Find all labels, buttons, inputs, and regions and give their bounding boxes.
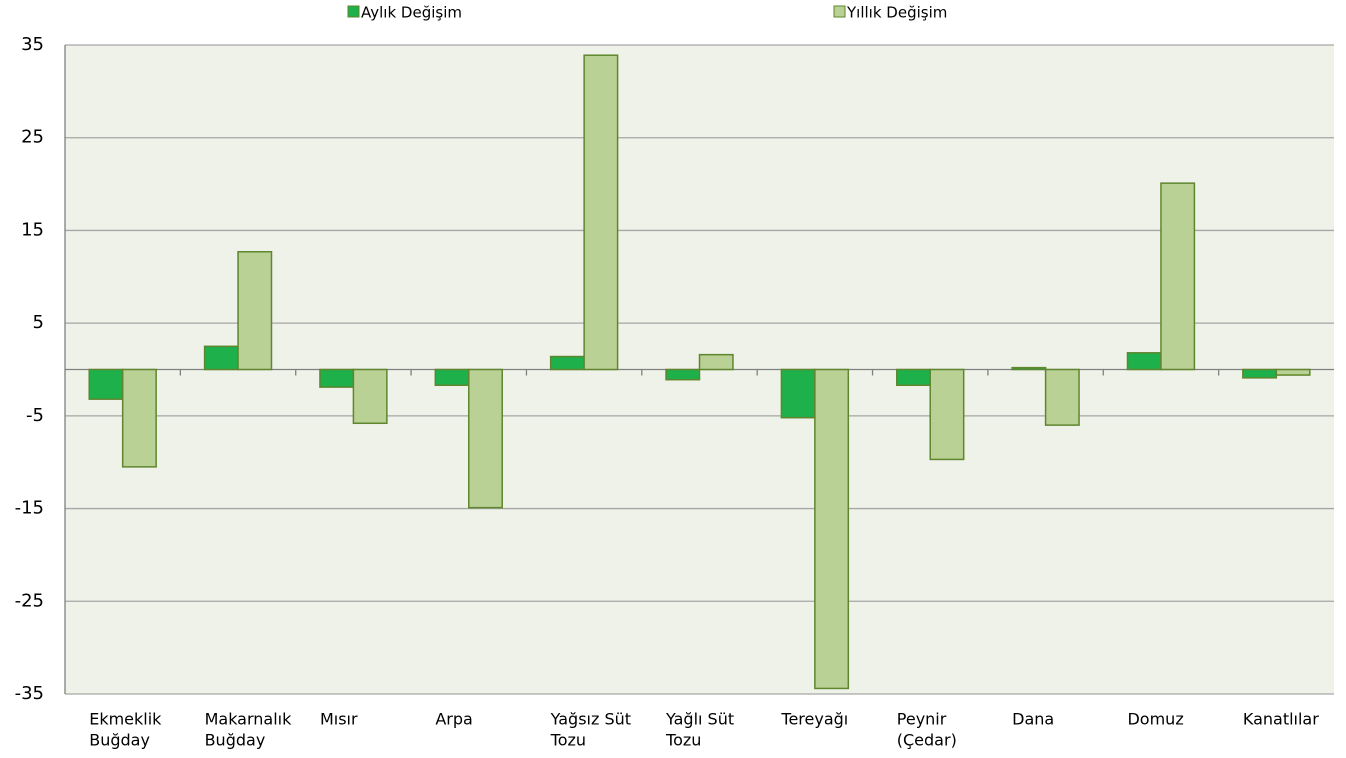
y-tick-label: -5 xyxy=(26,405,44,426)
bar xyxy=(434,368,470,387)
bar xyxy=(780,368,816,419)
bar xyxy=(468,368,503,509)
y-tick-label: -25 xyxy=(15,590,44,611)
x-tick-label: Buğday xyxy=(89,731,150,750)
bar xyxy=(896,368,931,387)
legend-label: Aylık Değişim xyxy=(361,4,462,22)
x-tick-label: (Çedar) xyxy=(897,731,957,750)
x-tick-label: Domuz xyxy=(1127,710,1183,729)
bar xyxy=(1126,352,1162,371)
x-tick-label: Yağlı Süt xyxy=(665,710,734,729)
x-tick-label: Tozu xyxy=(665,731,701,750)
bar xyxy=(1275,368,1311,376)
bar xyxy=(352,368,388,425)
bar xyxy=(319,368,355,388)
x-tick-label: Arpa xyxy=(435,710,472,729)
x-tick-label: Peynir xyxy=(897,710,947,729)
bar xyxy=(121,368,157,468)
y-tick-label: 25 xyxy=(21,127,44,148)
bar xyxy=(203,345,239,371)
x-tick-label: Yağsız Süt xyxy=(550,710,631,729)
legend-label: Yıllık Değişim xyxy=(846,4,947,22)
x-tick-label: Tozu xyxy=(550,731,586,750)
x-tick-label: Ekmeklik xyxy=(89,710,162,729)
bar xyxy=(814,368,850,690)
y-tick-label: 5 xyxy=(33,312,44,333)
x-tick-label: Kanatlılar xyxy=(1243,710,1319,729)
y-tick-label: 15 xyxy=(21,219,44,240)
bar xyxy=(929,368,965,461)
bar xyxy=(583,54,619,371)
bar xyxy=(1011,366,1047,371)
x-tick-label: Buğday xyxy=(205,731,266,750)
bar xyxy=(1160,182,1196,371)
legend-swatch xyxy=(347,5,360,18)
legend-swatch xyxy=(833,5,846,18)
bar xyxy=(237,251,273,371)
x-tick-label: Tereyağı xyxy=(780,710,848,729)
x-tick-label: Dana xyxy=(1012,710,1054,729)
bar xyxy=(665,368,701,381)
y-tick-label: -15 xyxy=(15,498,44,519)
y-tick-label: 35 xyxy=(21,34,44,55)
y-tick-label: -35 xyxy=(15,683,44,704)
bar xyxy=(549,355,585,371)
x-tick-label: Mısır xyxy=(320,710,358,729)
bar xyxy=(88,368,124,400)
x-tick-label: Makarnalık xyxy=(205,710,293,729)
bar xyxy=(1044,368,1080,426)
bar xyxy=(1242,368,1278,379)
bar xyxy=(698,353,734,371)
